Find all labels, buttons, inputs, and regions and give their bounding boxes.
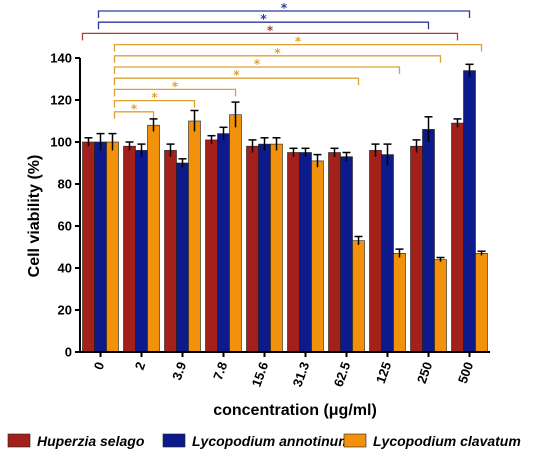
bar [434, 259, 447, 353]
legend-swatch [162, 433, 186, 448]
x-tick-label: 3.9 [169, 360, 189, 382]
y-tick-label: 40 [58, 261, 72, 276]
legend-label: Lycopodium annotinum [192, 433, 351, 449]
bar [410, 145, 423, 353]
bars [82, 63, 488, 353]
x-tick-label: 500 [455, 360, 477, 386]
bar [258, 143, 271, 353]
significance-bracket [113, 77, 360, 86]
bar [164, 150, 177, 353]
bar [123, 145, 136, 353]
x-tick-label: 7.8 [210, 360, 230, 382]
significance-bracket [113, 66, 401, 74]
bar [229, 114, 242, 353]
significance-bracket [97, 21, 430, 30]
y-axis-title: Cell viability (%) [26, 155, 43, 278]
bar [475, 253, 488, 353]
bar [82, 141, 95, 353]
significance-bracket [81, 32, 459, 41]
y-tick-label: 80 [58, 177, 72, 192]
legend: Huperzia selago Lycopodium annotinum Lycop… [7, 433, 521, 449]
significance-bracket [113, 55, 442, 63]
legend-label: Lycopodium clavatum [373, 433, 521, 449]
x-tick-label: 250 [414, 360, 436, 386]
bar [311, 160, 324, 353]
bar [352, 240, 365, 353]
bar [422, 129, 435, 353]
bar [393, 253, 406, 353]
significance-star: * [281, 1, 288, 15]
x-axis-title: concentration (μg/ml) [213, 402, 377, 419]
bar [135, 150, 148, 353]
significance-star: * [131, 102, 138, 116]
legend-swatch [7, 433, 31, 448]
y-tick-label: 120 [50, 93, 72, 108]
bar [205, 139, 218, 353]
significance-bracket [113, 111, 155, 119]
y-tick-label: 20 [58, 303, 72, 318]
significance-bracket [113, 99, 196, 108]
bar [217, 133, 230, 353]
significance-star: * [172, 79, 179, 93]
y-tick-label: 140 [50, 51, 72, 66]
x-tick-label: 31.3 [290, 360, 313, 389]
legend-label: Huperzia selago [37, 433, 145, 449]
bar [287, 152, 300, 353]
x-tick-label: 62.5 [331, 360, 354, 389]
x-tick-label: 2 [132, 360, 149, 372]
significance-star: * [151, 91, 158, 105]
bar [451, 122, 464, 353]
significance-star: * [254, 57, 261, 71]
bar [106, 141, 119, 353]
bar [369, 150, 382, 353]
significance-star: * [233, 68, 240, 82]
bar [147, 124, 160, 353]
significance-bracket [97, 10, 471, 18]
significance-brackets: ********** [81, 1, 483, 119]
x-tick-label: 15.6 [249, 360, 272, 389]
significance-star: * [274, 46, 281, 60]
x-tick-label: 125 [373, 360, 395, 386]
legend-swatch [343, 433, 367, 448]
bar [328, 152, 341, 353]
bar [299, 152, 312, 353]
bar [176, 162, 189, 353]
significance-star: * [295, 35, 302, 49]
y-tick-label: 0 [65, 345, 72, 360]
y-tick-label: 100 [50, 135, 72, 150]
bar [246, 145, 259, 353]
significance-star: * [267, 23, 274, 37]
bar [381, 154, 394, 353]
significance-star: * [260, 12, 267, 26]
bar [270, 143, 283, 353]
bar [94, 141, 107, 353]
significance-bracket [113, 88, 237, 97]
significance-bracket [113, 43, 483, 52]
x-tick-label: 0 [91, 360, 108, 372]
y-tick-label: 60 [58, 219, 72, 234]
bar [188, 120, 201, 353]
bar [340, 156, 353, 353]
bar [463, 70, 476, 353]
